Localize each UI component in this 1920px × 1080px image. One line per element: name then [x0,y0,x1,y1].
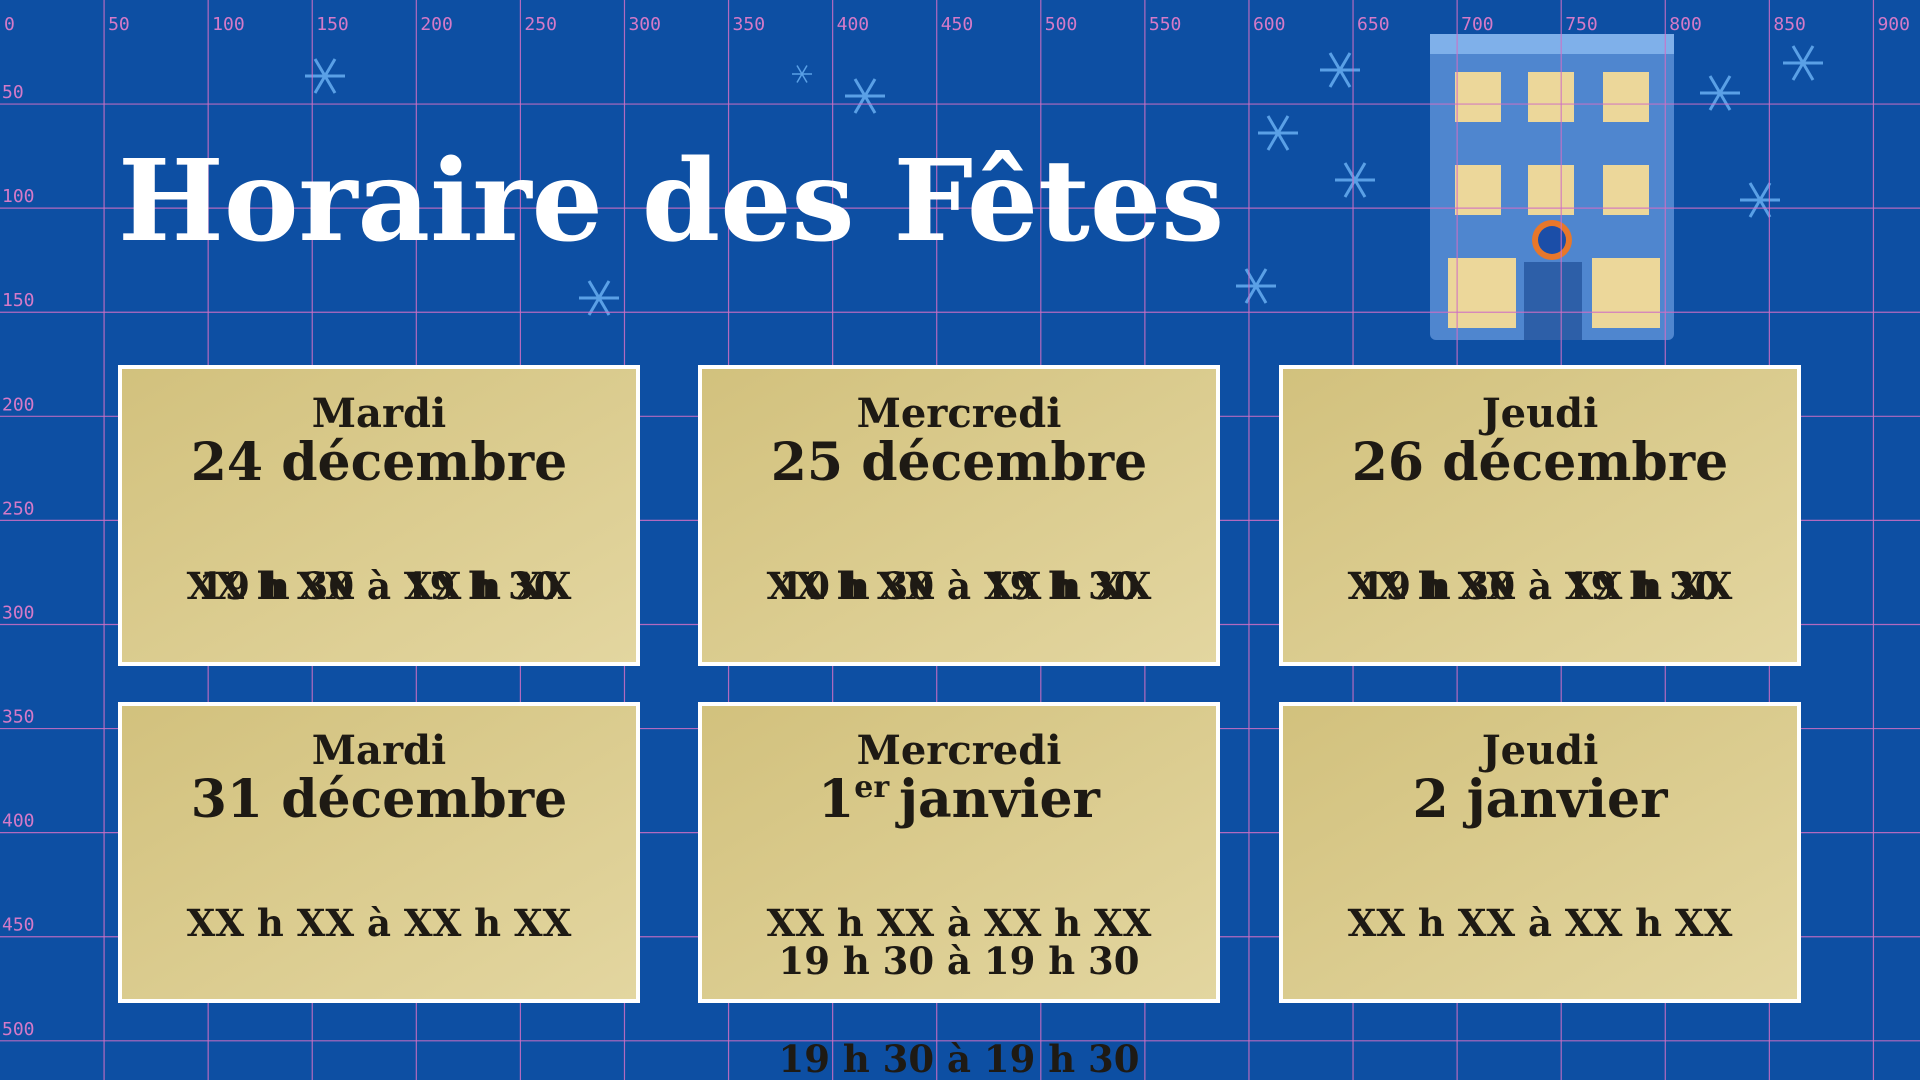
card-weekday: Jeudi [1479,390,1599,437]
card-hours: 19 h 30 à 19 h 30 [778,939,1139,983]
ruler-x-label: 550 [1149,14,1182,35]
ruler-x-label: 50 [108,14,130,35]
card-date: 26 décembre [1352,432,1729,493]
card-background [118,702,640,1003]
ruler-x-label: 300 [628,14,661,35]
store-building [1430,34,1674,340]
card-background [1279,365,1801,666]
card-weekday: Mardi [312,390,446,437]
card-weekday: Jeudi [1479,727,1599,774]
ruler-x-label: 850 [1773,14,1806,35]
card-date: 24 décembre [191,432,568,493]
ruler-y-label: 300 [2,602,35,623]
ruler-y-label: 400 [2,811,35,832]
ruler-x-label: 250 [524,14,557,35]
ruler-x-label: 150 [316,14,349,35]
ruler-x-label: 100 [212,14,245,35]
card-hours: 19 h 30 à 19 h 30 [1359,564,1720,608]
title: Horaire des Fêtes [118,136,1224,267]
card-date: 2 janvier [1412,769,1668,830]
card-hours: 10 h 30 à 19 h 30 [778,564,1139,608]
ruler-y-label: 200 [2,394,35,415]
ruler-x-label: 0 [4,14,15,35]
card-hours: 19 h 30 à 19 h 30 [198,564,559,608]
ruler-x-label: 200 [420,14,453,35]
ruler-x-label: 800 [1669,14,1702,35]
ruler-y-label: 150 [2,290,35,311]
ruler-x-label: 500 [1045,14,1078,35]
card-weekday: Mercredi [857,727,1062,774]
card-hours: XX h XX à XX h XX [187,901,572,945]
card-date: 25 décembre [771,432,1148,493]
ruler-x-label: 600 [1253,14,1286,35]
ruler-y-label: 100 [2,186,35,207]
ruler-y-label: 250 [2,498,35,519]
ruler-y-label: 350 [2,707,35,728]
ruler-y-label: 500 [2,1019,35,1040]
ruler-x-label: 350 [733,14,766,35]
card-background [698,365,1220,666]
card-hours: XX h XX à XX h XX [767,901,1152,945]
date-month: janvier [895,769,1100,830]
card-date: 1er janvier [818,769,1100,830]
ruler-y-label: 450 [2,915,35,936]
date-suffix: er [854,770,890,805]
date-day: 1 [818,769,854,830]
ruler-x-label: 750 [1565,14,1598,35]
card-weekday: Mardi [312,727,446,774]
ruler-x-label: 400 [837,14,870,35]
ruler-x-label: 650 [1357,14,1390,35]
card-background [1279,702,1801,1003]
card-date: 31 décembre [191,769,568,830]
card-hours: XX h XX à XX h XX [187,564,572,608]
card-hours: XX h XX à XX h XX [767,564,1152,608]
card-hours: XX h XX à XX h XX [1348,564,1733,608]
ruler-x-label: 450 [941,14,974,35]
card-background [698,702,1220,1003]
card-background [118,365,640,666]
ruler-y-label: 50 [2,82,24,103]
ruler-x-label: 900 [1877,14,1910,35]
card-hours: 19 h 30 à 19 h 30 [778,1037,1139,1080]
card-weekday: Mercredi [857,390,1062,437]
card-hours: XX h XX à XX h XX [1348,901,1733,945]
ruler-x-label: 700 [1461,14,1494,35]
